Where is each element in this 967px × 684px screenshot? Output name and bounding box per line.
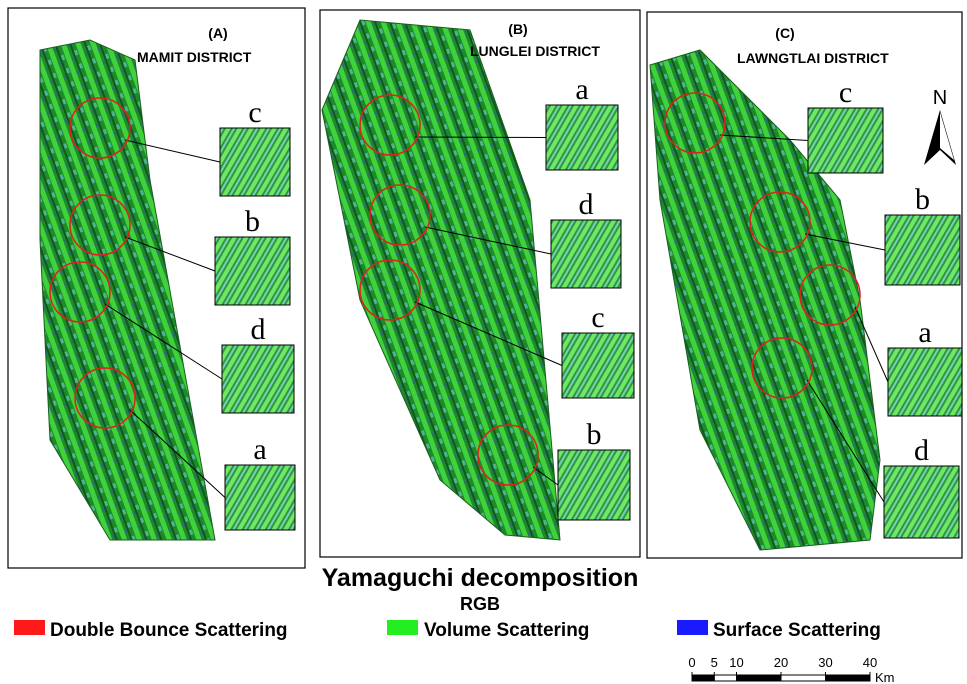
inset-image <box>558 450 630 520</box>
scale-label: 10 <box>729 655 743 670</box>
inset-image <box>215 237 290 305</box>
inset-image <box>885 215 960 285</box>
legend-label: Volume Scattering <box>424 620 589 641</box>
inset-image <box>225 465 295 530</box>
inset-label: d <box>914 434 929 467</box>
inset-image <box>222 345 294 413</box>
scale-segment <box>737 675 782 681</box>
inset-label: a <box>253 433 266 466</box>
scale-label: 0 <box>688 655 695 670</box>
panel-label: (B) <box>508 21 527 37</box>
inset-image <box>220 128 290 196</box>
scale-unit: Km <box>875 670 895 684</box>
leader-line <box>415 137 546 138</box>
panel-label: (A) <box>208 25 227 41</box>
legend-swatch <box>677 620 708 635</box>
inset-label: a <box>575 73 588 106</box>
inset-image <box>808 108 883 173</box>
inset-label: b <box>587 418 602 451</box>
panel-label: (C) <box>775 25 794 41</box>
legend-swatch <box>387 620 418 635</box>
figure: (A) MAMIT DISTRICT c b d a (B) LUNGLEI DISTRICT… <box>0 0 967 684</box>
inset-label: d <box>251 313 266 346</box>
inset-image <box>884 466 959 538</box>
scale-segment <box>692 675 714 681</box>
inset-label: b <box>915 183 930 216</box>
inset-image <box>551 220 621 288</box>
scale-segment <box>714 675 736 681</box>
scale-label: 40 <box>863 655 877 670</box>
legend-label: Surface Scattering <box>713 620 881 641</box>
north-label: N <box>933 87 947 109</box>
legend-label: Double Bounce Scattering <box>50 620 288 641</box>
inset-image <box>562 333 634 398</box>
legend-swatch <box>14 620 45 635</box>
scale-segment <box>781 675 826 681</box>
inset-label: a <box>918 316 931 349</box>
inset-label: c <box>591 301 604 334</box>
inset-image <box>546 105 618 170</box>
inset-label: c <box>248 96 261 129</box>
scale-segment <box>826 675 871 681</box>
inset-label: d <box>579 188 594 221</box>
panel-title: MAMIT DISTRICT <box>137 49 252 65</box>
inset-image <box>888 348 962 416</box>
scale-label: 20 <box>774 655 788 670</box>
scale-label: 30 <box>818 655 832 670</box>
panel-title: LUNGLEI DISTRICT <box>470 43 600 59</box>
legend-subtitle: RGB <box>460 594 500 614</box>
district-image <box>322 20 560 540</box>
inset-label: c <box>839 76 852 109</box>
scale-label: 5 <box>711 655 718 670</box>
inset-label: b <box>245 205 260 238</box>
legend-title: Yamaguchi decomposition <box>322 564 639 592</box>
panel-title: LAWNGTLAI DISTRICT <box>737 50 889 66</box>
